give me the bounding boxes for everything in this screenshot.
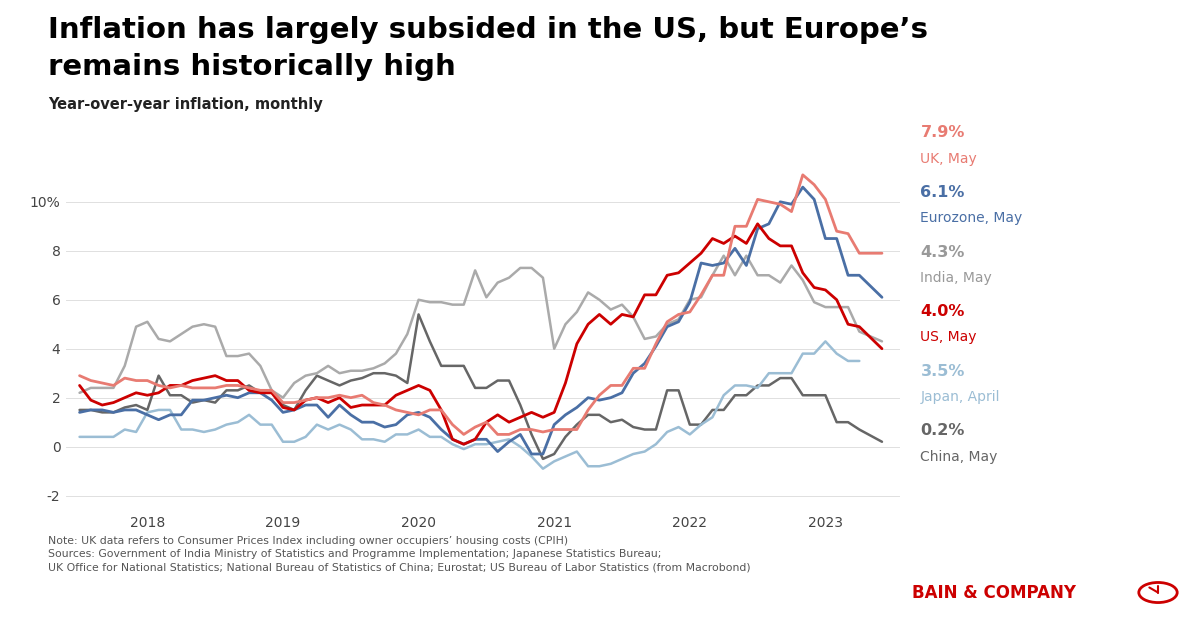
Text: 4.3%: 4.3%	[920, 245, 965, 260]
Text: BAIN & COMPANY: BAIN & COMPANY	[912, 584, 1076, 601]
Text: remains historically high: remains historically high	[48, 53, 456, 82]
Text: 0.2%: 0.2%	[920, 423, 965, 438]
Text: 4.0%: 4.0%	[920, 304, 965, 319]
Text: Inflation has largely subsided in the US, but Europe’s: Inflation has largely subsided in the US…	[48, 16, 928, 44]
Text: India, May: India, May	[920, 271, 992, 285]
Text: UK, May: UK, May	[920, 152, 977, 166]
Text: Note: UK data refers to Consumer Prices Index including owner occupiers’ housing: Note: UK data refers to Consumer Prices …	[48, 536, 751, 572]
Text: 3.5%: 3.5%	[920, 364, 965, 379]
Text: 6.1%: 6.1%	[920, 185, 965, 200]
Text: US, May: US, May	[920, 330, 977, 344]
Text: 7.9%: 7.9%	[920, 125, 965, 140]
Text: Eurozone, May: Eurozone, May	[920, 211, 1022, 225]
Text: Japan, April: Japan, April	[920, 390, 1000, 404]
Text: China, May: China, May	[920, 450, 997, 463]
Text: Year-over-year inflation, monthly: Year-over-year inflation, monthly	[48, 97, 323, 112]
